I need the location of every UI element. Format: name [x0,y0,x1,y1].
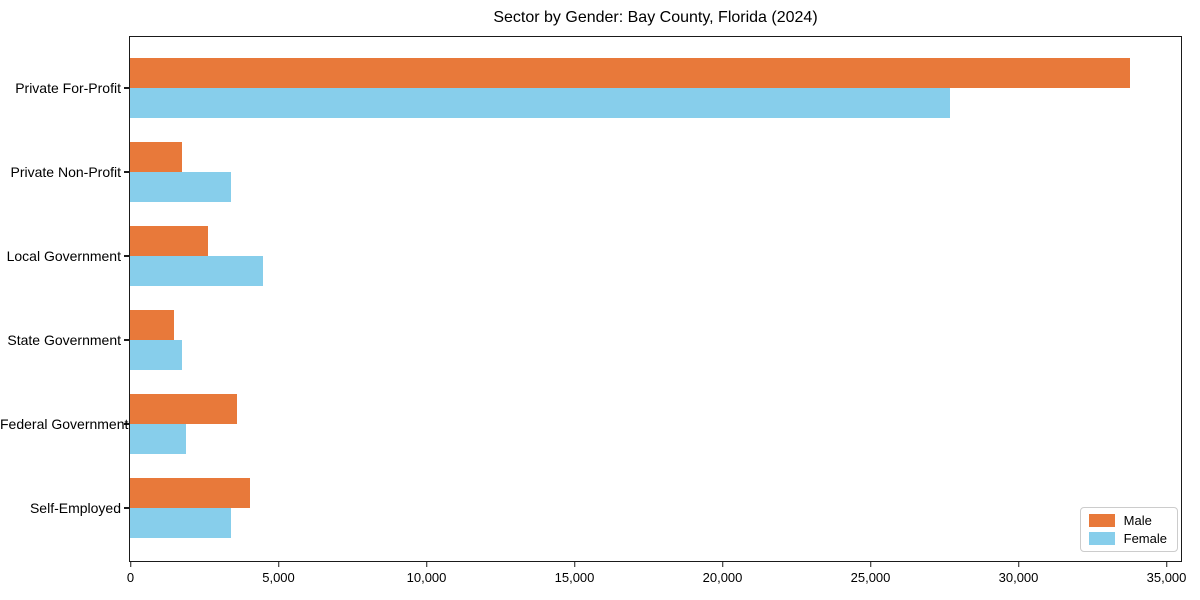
bar-male-state-government [130,309,175,340]
legend-item-male: Male [1088,513,1167,528]
legend: Male Female [1079,507,1178,552]
bar-female-local-government [130,255,264,286]
y-tick-local-government [124,255,129,257]
bar-female-self-employed [130,507,231,538]
x-tick-20000 [721,562,724,567]
x-tick-15000 [573,562,576,567]
legend-label-female: Female [1123,531,1167,546]
x-tick-10000 [425,562,428,567]
bar-male-federal-government [130,393,237,424]
y-label-self-employed: Self-Employed [29,500,121,516]
x-tick-label-35000: 35,000 [1146,570,1187,585]
y-tick-private-non-profit [124,171,129,173]
bar-female-state-government [130,339,182,370]
legend-swatch-female [1088,532,1115,545]
y-label-local-government: Local Government [6,248,121,264]
y-tick-federal-government [124,423,129,425]
chart-title: Sector by Gender: Bay County, Florida (2… [493,9,818,26]
y-tick-state-government [124,339,129,341]
x-tick-label-10000: 10,000 [406,570,447,585]
y-label-private-for-profit: Private For-Profit [15,80,121,96]
x-tick-30000 [1017,562,1020,567]
y-label-federal-government: Federal Government [0,416,129,432]
bar-male-self-employed [130,477,250,508]
x-tick-label-15000: 15,000 [554,570,595,585]
y-tick-private-for-profit [124,87,129,89]
x-axis: 0 5,000 10,000 15,000 20,000 25,000 30,000 35,0… [127,562,1186,592]
legend-label-male: Male [1123,513,1152,528]
y-label-state-government: State Government [7,332,121,348]
legend-swatch-male [1088,514,1115,527]
x-tick-25000 [869,562,872,567]
bar-female-federal-government [130,423,187,454]
x-tick-label-0: 0 [126,570,135,585]
x-tick-35000 [1165,562,1168,567]
x-tick-label-20000: 20,000 [702,570,743,585]
x-tick-label-25000: 25,000 [850,570,891,585]
bar-male-private-for-profit [130,57,1131,88]
y-tick-self-employed [124,507,129,509]
x-tick-label-30000: 30,000 [998,570,1039,585]
x-tick-label-5000: 5,000 [262,570,295,585]
x-tick-0 [129,562,132,567]
x-tick-5000 [277,562,280,567]
bar-female-private-non-profit [130,171,231,202]
y-label-private-non-profit: Private Non-Profit [10,164,121,180]
bar-male-private-non-profit [130,141,182,172]
plot-area: Male Female [129,36,1182,562]
legend-item-female: Female [1088,531,1167,546]
bar-male-local-government [130,225,209,256]
bar-female-private-for-profit [130,87,950,118]
